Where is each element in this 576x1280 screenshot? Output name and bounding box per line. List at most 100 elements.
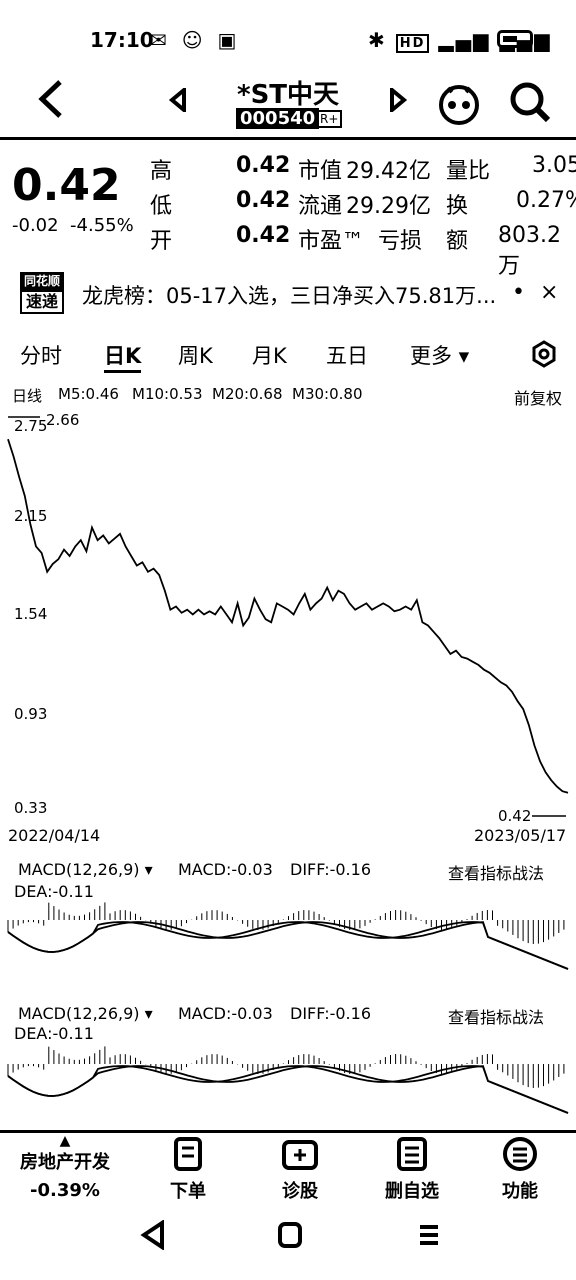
hd-icon: HD	[395, 34, 430, 53]
change-percent: -4.55%	[70, 215, 134, 236]
macd-chart[interactable]	[0, 880, 576, 980]
header-divider	[0, 137, 576, 140]
diff-value-2: DIFF:-0.16	[290, 1004, 371, 1023]
dea-value: DEA:-0.11	[14, 882, 94, 901]
macd-value-2: MACD:-0.03	[178, 1004, 273, 1023]
y-tick: 0.93	[14, 705, 47, 723]
tab-monthly-k[interactable]: 月K	[252, 344, 287, 368]
macd-line	[7, 921, 569, 970]
function-icon	[503, 1137, 537, 1171]
prev-stock-icon[interactable]	[168, 88, 188, 112]
macd-line	[7, 1065, 569, 1114]
search-icon[interactable]	[508, 80, 552, 124]
volratio-label: 量比	[446, 159, 491, 184]
ma20: M20:0.68	[212, 385, 283, 403]
current-price: 0.42	[12, 160, 121, 211]
news-logo[interactable]: 同花顺 速递	[20, 272, 64, 314]
price-line	[7, 438, 569, 794]
news-close-icon[interactable]: ×	[540, 280, 559, 305]
nav-back-icon[interactable]	[140, 1220, 166, 1250]
macd-line	[7, 921, 569, 970]
diff-value: DIFF:-0.16	[290, 860, 371, 879]
watchlist-icon	[397, 1137, 427, 1171]
high-label: 高	[150, 159, 173, 184]
status-time: 17:10	[90, 28, 154, 52]
indicator-link-2[interactable]: 查看指标战法	[448, 1008, 545, 1027]
tab-more[interactable]: 更多 ▾	[410, 344, 470, 368]
macd-selector-2[interactable]: MACD(12,26,9) ▾	[18, 1004, 153, 1023]
last-price-label: 0.42	[498, 807, 531, 825]
remove-watchlist-label: 删自选	[385, 1181, 439, 1202]
sector-name: 房地产开发	[20, 1152, 110, 1173]
amount-label: 额	[446, 229, 469, 254]
function-label: 功能	[502, 1181, 538, 1202]
pe-value: 亏损	[378, 229, 423, 254]
ma5: M5:0.46	[58, 385, 119, 403]
notification-icons: ✉ ☺ ▣	[150, 28, 241, 52]
macd-selector[interactable]: MACD(12,26,9) ▾	[18, 860, 153, 879]
diagnose-button[interactable]: 诊股	[262, 1136, 338, 1203]
price-change: -0.02 -4.55%	[12, 215, 134, 236]
low-label: 低	[150, 194, 173, 219]
tab-daily-k[interactable]: 日K	[104, 340, 142, 373]
nav-menu-icon[interactable]	[416, 1220, 442, 1250]
news-logo-bottom: 速递	[20, 290, 64, 314]
kline-chart[interactable]: 2.75 2.15 1.54 0.93 0.33 2.66 0.42	[0, 405, 576, 825]
battery-icon	[497, 30, 533, 48]
function-button[interactable]: 功能	[482, 1136, 558, 1203]
tab-fenshi[interactable]: 分时	[20, 344, 62, 368]
max-price-label: 2.66	[46, 411, 79, 429]
start-date: 2022/04/14	[8, 826, 101, 845]
stock-code: 000540	[236, 108, 320, 129]
high-value: 0.42	[236, 153, 291, 178]
end-date: 2023/05/17	[474, 826, 567, 845]
ma10: M10:0.53	[132, 385, 203, 403]
diagnose-icon	[282, 1140, 318, 1170]
dea-value-2: DEA:-0.11	[14, 1024, 94, 1043]
news-logo-top: 同花顺	[20, 272, 64, 290]
float-label: 流通	[298, 194, 343, 219]
open-label: 开	[150, 229, 173, 254]
order-icon	[174, 1137, 202, 1171]
ma30: M30:0.80	[292, 385, 363, 403]
code-badge: R+	[316, 110, 343, 128]
order-label: 下单	[170, 1181, 206, 1202]
diagnose-label: 诊股	[282, 1181, 318, 1202]
back-icon[interactable]	[36, 78, 66, 120]
up-caret-icon: ▲	[59, 1133, 71, 1149]
mktcap-label: 市值	[298, 159, 343, 184]
y-tick: 2.75	[14, 417, 47, 435]
macd-line	[7, 1065, 569, 1114]
y-tick: 1.54	[14, 605, 47, 623]
next-stock-icon[interactable]	[388, 88, 408, 112]
mktcap-value: 29.42亿	[346, 159, 431, 184]
sector-percent: -0.39%	[30, 1180, 100, 1201]
status-bar: 17:10 ✉ ☺ ▣ ✱ HD ▂▄▆ ▂▄▆	[0, 0, 576, 78]
y-tick: 2.15	[14, 507, 47, 525]
settings-icon[interactable]	[530, 340, 558, 368]
remove-watchlist-button[interactable]: 删自选	[372, 1136, 452, 1203]
tab-weekly-k[interactable]: 周K	[178, 344, 213, 368]
pe-label: 市盈™	[298, 229, 365, 254]
turnover-value: 0.27%	[516, 188, 576, 213]
news-text[interactable]: 龙虎榜：05-17入选，三日净买入75.81万...	[82, 284, 497, 308]
open-value: 0.42	[236, 223, 291, 248]
volratio-value: 3.05	[532, 153, 576, 178]
sector-button[interactable]: ▲ 房地产开发 -0.39%	[10, 1134, 120, 1201]
tab-five-day[interactable]: 五日	[326, 344, 368, 368]
toolbar-divider	[0, 1130, 576, 1133]
indicator-link[interactable]: 查看指标战法	[448, 864, 545, 883]
change-amount: -0.02	[12, 215, 59, 236]
adjust-mode[interactable]: 前复权	[514, 389, 563, 408]
nav-home-icon[interactable]	[276, 1220, 304, 1250]
stock-name: *ST中天	[236, 80, 340, 110]
ma-label: 日线	[12, 387, 43, 405]
float-value: 29.29亿	[346, 194, 431, 219]
order-button[interactable]: 下单	[150, 1136, 226, 1203]
y-tick: 0.33	[14, 799, 47, 817]
turnover-label: 换	[446, 194, 469, 219]
macd-chart-2[interactable]	[0, 1024, 576, 1124]
low-value: 0.42	[236, 188, 291, 213]
amount-value: 803.2万	[498, 223, 561, 279]
robot-assistant-icon[interactable]	[436, 80, 482, 126]
